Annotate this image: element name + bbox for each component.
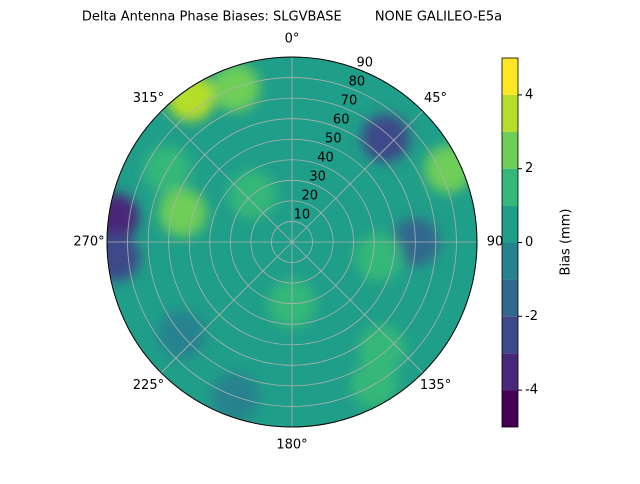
overlay: 1020304050607080900°45°90135°180°225°270…: [73, 32, 573, 453]
colorbar-band: [502, 131, 518, 169]
field-patch: [158, 188, 207, 237]
grid-spoke: [291, 241, 424, 374]
field-patch: [424, 145, 473, 194]
r-tick-label: 30: [309, 170, 326, 185]
r-tick-label: 90: [357, 56, 374, 71]
colorbar-band: [502, 390, 518, 427]
theta-tick-label: 315°: [133, 91, 164, 106]
field-patch: [355, 233, 404, 282]
colorbar-band: [502, 242, 518, 280]
r-tick-label: 50: [325, 132, 342, 147]
theta-tick-label: 180°: [276, 438, 307, 453]
theta-tick-label: 45°: [424, 91, 447, 106]
colorbar-tick-label: -4: [525, 383, 538, 398]
polar-frame: [106, 56, 478, 428]
field-patch: [166, 73, 215, 122]
theta-tick-label: 135°: [420, 378, 451, 393]
grid-spoke: [160, 110, 293, 243]
theta-tick-label: 225°: [133, 378, 164, 393]
grid-spoke: [291, 110, 424, 243]
r-tick-label: 10: [294, 208, 311, 223]
colorbar-band: [502, 279, 518, 317]
field-patch: [361, 114, 410, 163]
colorbar-tick-label: 0: [525, 235, 533, 250]
colorbar-tick-label: -2: [525, 309, 538, 324]
colorbar-band: [502, 58, 518, 95]
colorbar-label: Bias (mm): [559, 209, 574, 276]
r-tick-label: 70: [341, 94, 358, 109]
field-patch: [107, 193, 139, 242]
chart-title: Delta Antenna Phase Biases: SLGVBASE NON…: [82, 10, 502, 25]
r-tick-label: 80: [349, 75, 366, 90]
colorbar-band: [502, 168, 518, 206]
colorbar-band: [502, 316, 518, 354]
colorbar-band: [502, 353, 518, 391]
colorbar-tick-label: 2: [525, 161, 533, 176]
colorbar-tick-label: 4: [525, 87, 533, 102]
grid-spoke: [160, 241, 293, 374]
theta-tick-label: 270°: [73, 235, 104, 250]
theta-tick-label: 90: [487, 235, 504, 250]
r-tick-label: 60: [333, 113, 350, 128]
r-tick-label: 20: [301, 189, 318, 204]
colorbar-band: [502, 94, 518, 132]
r-tick-label: 40: [317, 151, 334, 166]
colorbar-band: [502, 205, 518, 243]
theta-tick-label: 0°: [285, 32, 300, 47]
